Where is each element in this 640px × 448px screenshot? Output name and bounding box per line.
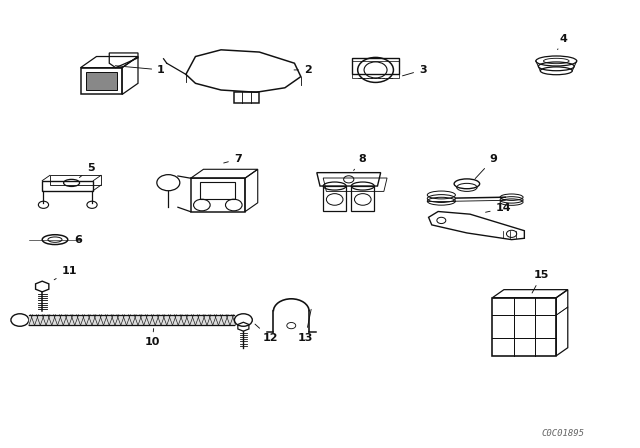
Text: 6: 6 [74,235,82,245]
Text: 7: 7 [224,154,241,164]
Bar [81,68,122,95]
Text: 4: 4 [557,34,567,50]
Text: 14: 14 [486,203,511,213]
Text: 10: 10 [145,328,160,347]
Bar [234,92,259,103]
Text: 5: 5 [79,163,95,177]
Text: 3: 3 [403,65,427,76]
Text: 9: 9 [475,154,497,179]
Text: 12: 12 [255,324,278,343]
Text: 11: 11 [54,266,77,280]
Text: 15: 15 [532,270,549,293]
Text: 8: 8 [354,154,366,170]
Text: 13: 13 [298,310,313,343]
Bar [200,181,236,199]
Bar [492,297,556,356]
Text: 1: 1 [115,65,165,75]
Text: 2: 2 [294,65,312,75]
Text: C0C01895: C0C01895 [541,429,584,439]
Bar [86,72,117,90]
